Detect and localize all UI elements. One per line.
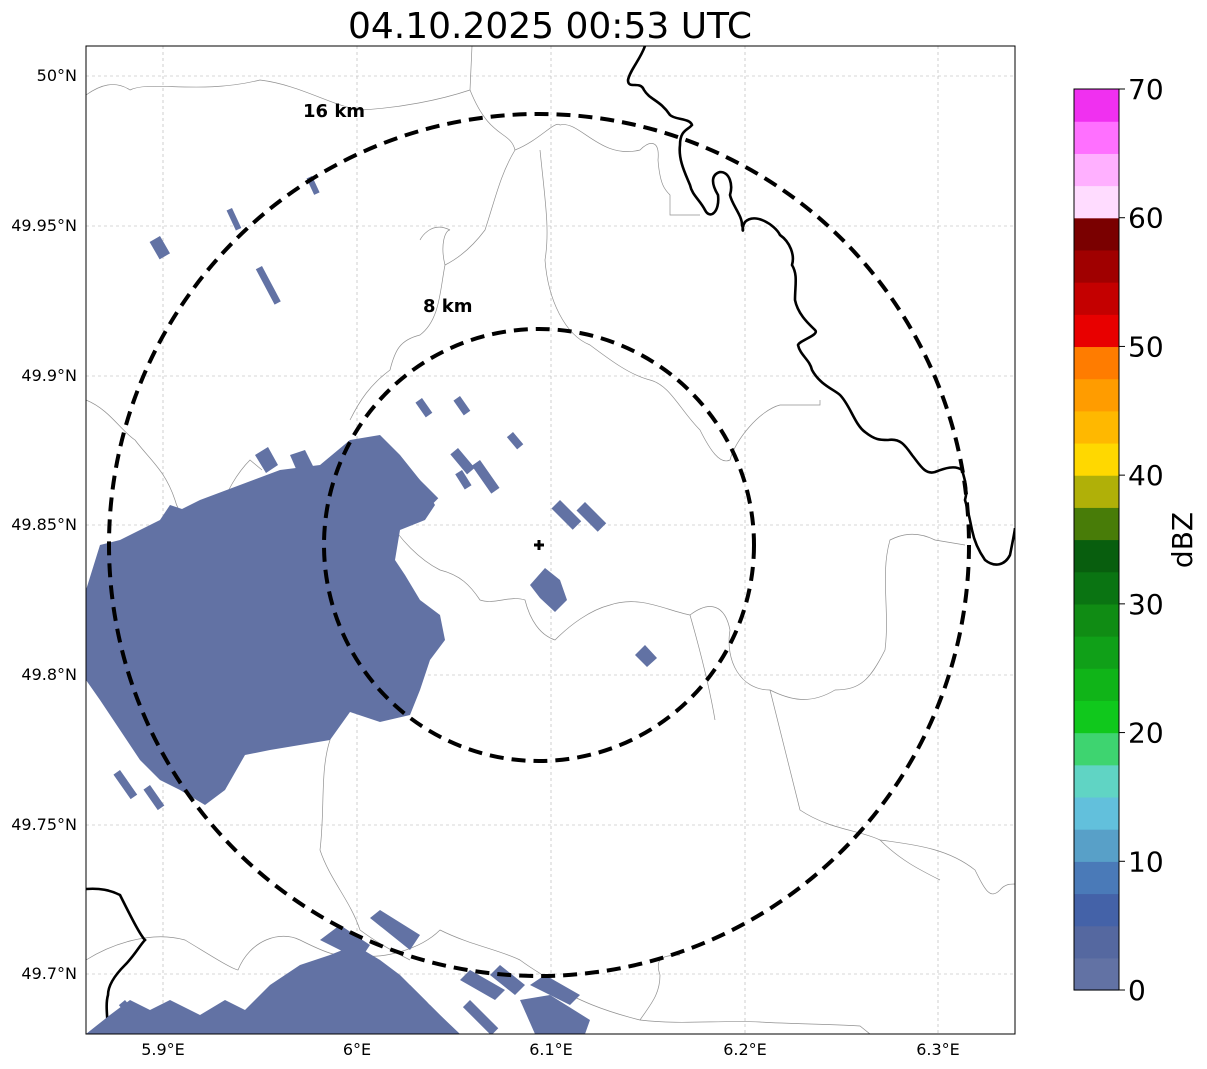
- range-ring-8km: [322, 327, 756, 763]
- lat-tick-label: 49.95°N: [11, 216, 77, 235]
- map-panel: 16 km 8 km: [85, 45, 1016, 1035]
- colorbar-segment: [1074, 571, 1119, 605]
- colorbar-segment: [1074, 475, 1119, 508]
- echo-cell: [460, 970, 505, 1000]
- echo-cell: [415, 398, 433, 418]
- colorbar-segment: [1074, 732, 1119, 766]
- echo-cell: [450, 447, 475, 475]
- echo-cell: [424, 1005, 452, 1032]
- lat-tick-label: 49.9°N: [21, 366, 77, 385]
- echo-cell: [402, 470, 439, 506]
- echo-cell: [160, 505, 190, 535]
- echo-cell: [520, 995, 590, 1034]
- colorbar-tick-label: 30: [1128, 588, 1164, 621]
- echo-cell: [506, 432, 524, 450]
- map-title: 04.10.2025 00:53 UTC: [348, 6, 752, 47]
- lon-tick-label: 6.3°E: [916, 1040, 960, 1059]
- colorbar-segment: [1074, 700, 1119, 734]
- colorbar-segment: [1074, 185, 1119, 219]
- colorbar-segment: [1074, 829, 1119, 862]
- colorbar-segment: [1074, 282, 1119, 315]
- colorbar-segment: [1074, 378, 1119, 412]
- colorbar-tick-label: 40: [1128, 459, 1164, 492]
- colorbar-tick-label: 70: [1128, 73, 1164, 106]
- colorbar-label: dBZ: [1166, 512, 1199, 568]
- range-ring-label-8km: 8 km: [423, 296, 473, 317]
- echo-cell: [551, 500, 582, 530]
- echo-cell: [149, 236, 170, 260]
- echo-cell: [453, 396, 471, 416]
- echo-cell: [530, 975, 580, 1005]
- echo-cell: [530, 568, 567, 612]
- echo-cell: [226, 208, 242, 231]
- lon-tick-label: 6°E: [343, 1040, 371, 1059]
- lat-tick-label: 49.7°N: [21, 964, 77, 983]
- colorbar-tick-label: 50: [1128, 330, 1164, 363]
- echo-cell: [471, 459, 500, 494]
- colorbar-segment: [1074, 636, 1119, 669]
- lat-tick-label: 49.8°N: [21, 665, 77, 684]
- colorbar: 0 10 20 30 40 50 60 70 dBZ: [1073, 73, 1199, 1007]
- latitude-tick-labels: 50°N 49.95°N 49.9°N 49.85°N 49.8°N 49.75…: [11, 66, 77, 983]
- echo-cell: [455, 470, 472, 490]
- echo-cell: [404, 984, 428, 1009]
- echo-cell: [290, 450, 315, 478]
- colorbar-segment: [1074, 668, 1119, 701]
- echo-cell: [255, 266, 281, 305]
- colorbar-segment: [1074, 442, 1119, 476]
- colorbar-tick-label: 10: [1128, 845, 1164, 878]
- colorbar-segment: [1074, 507, 1119, 541]
- colorbar-segment: [1074, 89, 1119, 122]
- echo-cell: [143, 785, 165, 811]
- longitude-tick-labels: 5.9°E 6°E 6.1°E 6.2°E 6.3°E: [141, 1040, 960, 1059]
- colorbar-segment: [1074, 925, 1119, 959]
- colorbar-segment: [1074, 893, 1119, 927]
- range-rings: [107, 112, 971, 978]
- colorbar-segment: [1074, 121, 1119, 154]
- echo-cell: [210, 495, 240, 525]
- echo-cell: [255, 447, 278, 473]
- colorbar-frame: [1073, 88, 1120, 991]
- colorbar-segment: [1074, 217, 1119, 251]
- map-frame: [85, 45, 1016, 1035]
- echo-cell: [118, 999, 138, 1021]
- colorbar-segment: [1074, 410, 1119, 444]
- colorbar-segment: [1074, 603, 1119, 637]
- echo-cell: [462, 1000, 499, 1034]
- colorbar-segments: [1074, 89, 1119, 991]
- echo-cell: [86, 945, 460, 1034]
- echo-cell: [576, 501, 607, 532]
- echo-cell: [635, 645, 657, 667]
- colorbar-segment: [1074, 957, 1119, 991]
- lat-tick-label: 49.75°N: [11, 815, 77, 834]
- lat-tick-label: 49.85°N: [11, 515, 77, 534]
- colorbar-segment: [1074, 796, 1119, 830]
- colorbar-segment: [1074, 861, 1119, 895]
- echo-cell: [320, 925, 370, 960]
- colorbar-segment: [1074, 314, 1119, 348]
- range-ring-16km: [107, 112, 971, 978]
- radar-site-marker: [534, 540, 544, 550]
- echo-cell: [370, 910, 420, 950]
- lon-tick-label: 6.2°E: [723, 1040, 767, 1059]
- echo-cell: [98, 1019, 118, 1034]
- colorbar-tick-label: 0: [1128, 974, 1146, 1007]
- colorbar-segment: [1074, 153, 1119, 187]
- colorbar-segment: [1074, 539, 1119, 573]
- lon-tick-label: 6.1°E: [529, 1040, 573, 1059]
- echo-cell: [113, 770, 138, 800]
- lat-tick-label: 50°N: [37, 66, 77, 85]
- radar-echoes: [86, 175, 657, 1034]
- colorbar-tick-label: 60: [1128, 202, 1164, 235]
- colorbar-ticks: 0 10 20 30 40 50 60 70: [1119, 73, 1164, 1007]
- colorbar-segment: [1074, 764, 1119, 798]
- colorbar-segment: [1074, 249, 1119, 283]
- colorbar-segment: [1074, 346, 1119, 380]
- range-ring-label-16km: 16 km: [303, 101, 365, 122]
- colorbar-tick-label: 20: [1128, 717, 1164, 750]
- lon-tick-label: 5.9°E: [141, 1040, 185, 1059]
